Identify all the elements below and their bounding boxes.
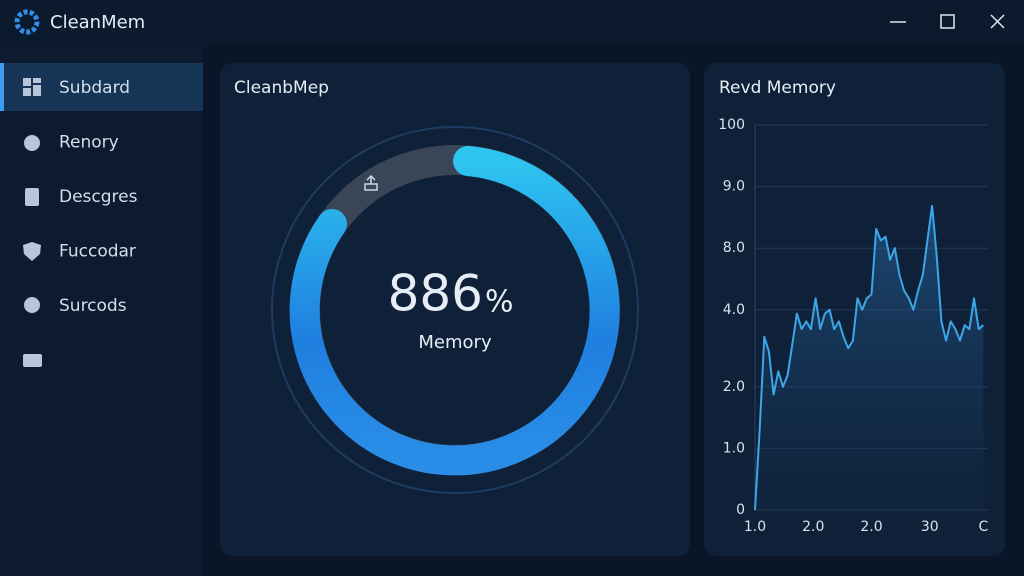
sidebar-item[interactable]: Fuccodar [59, 242, 136, 262]
y-tick-label: 0 [736, 502, 745, 518]
sidebar-item[interactable]: Subdard [59, 78, 130, 98]
icon [33, 78, 41, 83]
x-tick-label: 30 [921, 519, 939, 535]
x-tick-label: 1.0 [744, 519, 766, 535]
sidebar-item[interactable]: Renory [59, 133, 119, 153]
gauge-panel [220, 63, 690, 556]
icon [24, 135, 40, 151]
gauge-icon [364, 174, 378, 191]
icon [33, 85, 41, 96]
sidebar-item[interactable]: Descgres [59, 187, 138, 207]
gauge-outline [271, 126, 639, 494]
icon [23, 88, 31, 96]
x-tick-label: 2.0 [860, 519, 882, 535]
gauge-unit: % [485, 285, 514, 320]
app-icon [14, 9, 40, 35]
icon [23, 78, 31, 86]
x-tick-label: C [978, 519, 988, 535]
y-tick-label: 4.0 [723, 302, 745, 318]
gauge-caption: Memory [418, 332, 492, 353]
y-tick-label: 2.0 [723, 379, 745, 395]
maximize-button[interactable] [940, 14, 955, 29]
icon [23, 354, 42, 367]
active-indicator [0, 63, 4, 111]
app-title: CleanMem [50, 12, 145, 33]
icon [25, 188, 39, 206]
gauge-arc [289, 146, 620, 476]
y-tick-label: 9.0 [723, 179, 745, 195]
y-tick-label: 8.0 [723, 240, 745, 256]
panel-title: CleanbMep [234, 78, 329, 98]
gauge-value: 886 [388, 265, 483, 323]
icon [24, 297, 40, 313]
line-area [755, 205, 984, 511]
icon [23, 242, 41, 261]
x-tick-label: 2.0 [802, 519, 824, 535]
title-bar [0, 0, 1024, 45]
y-tick-label: 100 [718, 117, 745, 133]
line [754, 204, 984, 511]
y-tick-label: 1.0 [723, 440, 745, 456]
chart-title: Revd Memory [719, 78, 836, 98]
sidebar-item[interactable]: Surcods [59, 296, 127, 316]
close-button[interactable] [990, 14, 1005, 29]
